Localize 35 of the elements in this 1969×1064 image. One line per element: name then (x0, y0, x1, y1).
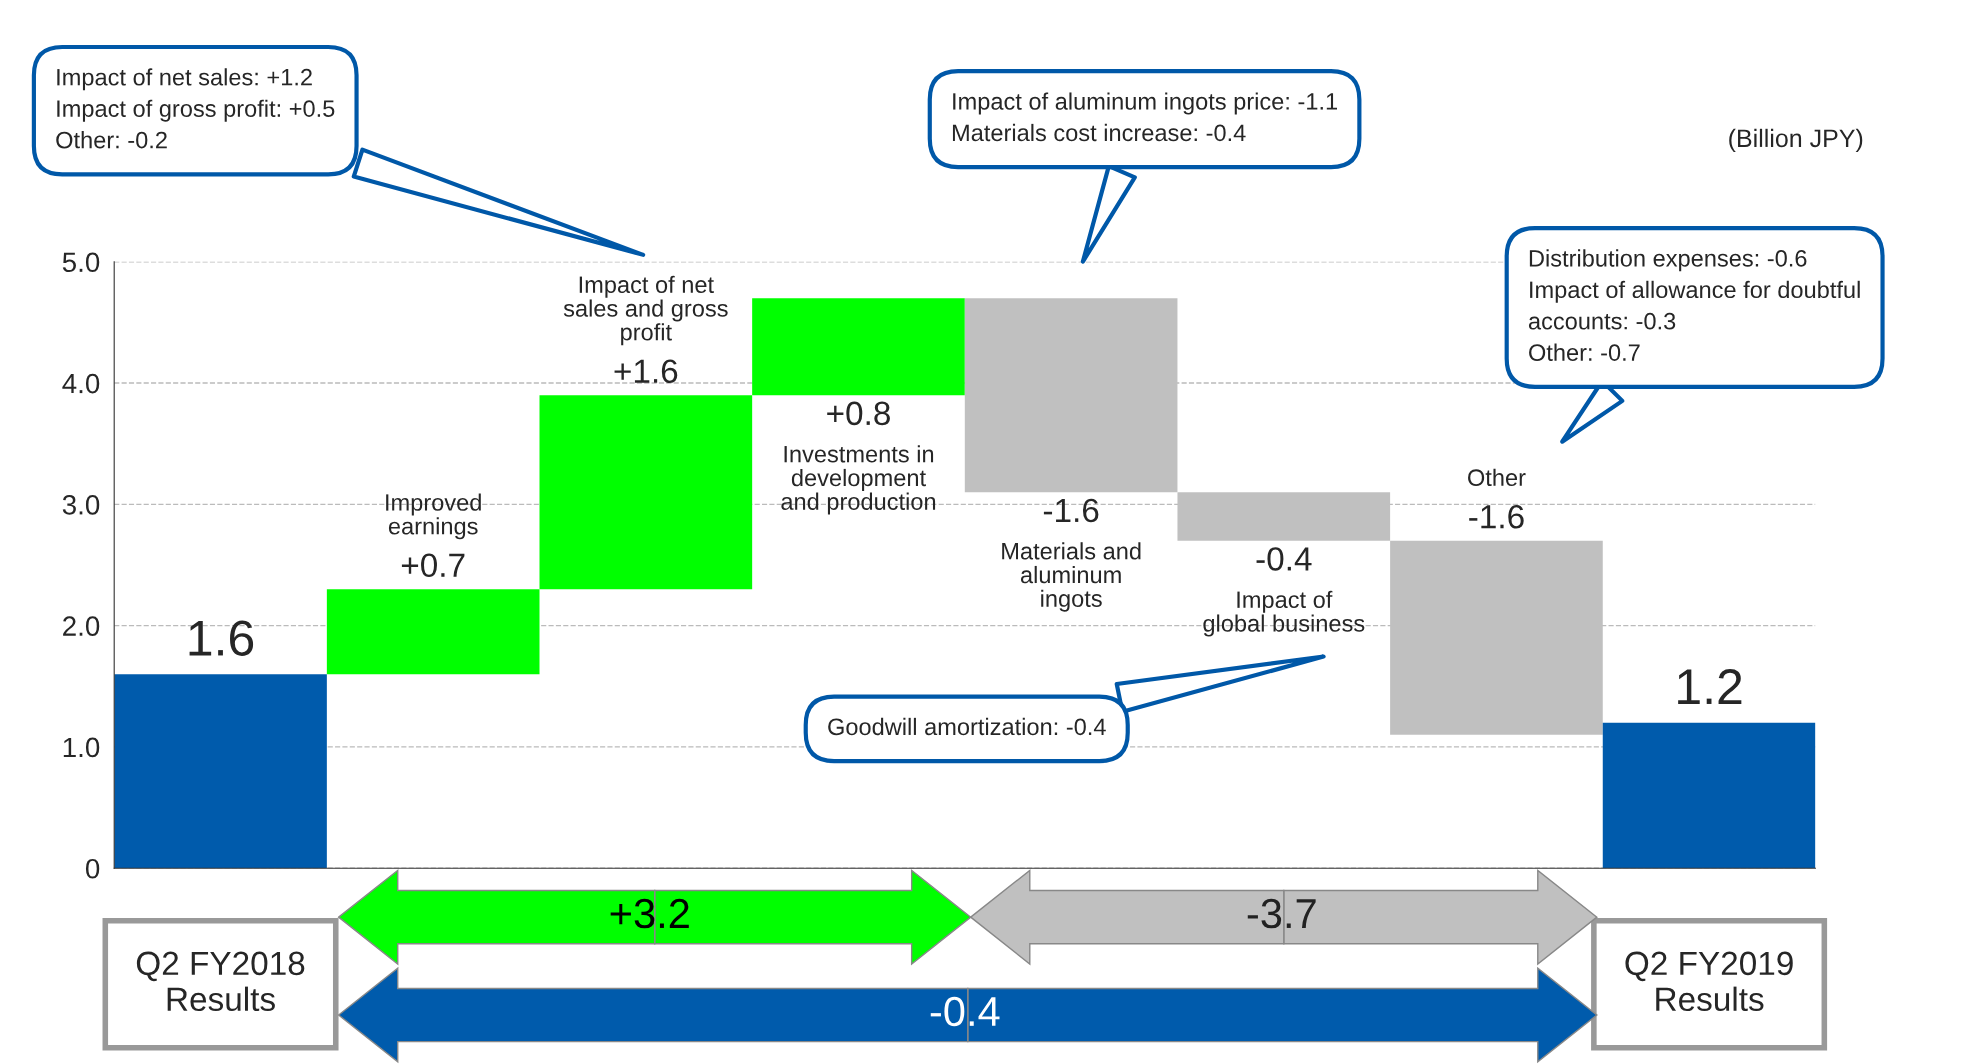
annotation: Goodwill amortization: -0.4 (828, 717, 1106, 736)
x-tick-label: Investments in development and production (781, 445, 936, 515)
data-label: +0.7 (401, 553, 465, 578)
data-label: +1.6 (614, 359, 678, 384)
y-tick-label: 4.0 (62, 373, 100, 394)
text: Impact of aluminum ingots price: -1.1 Materials cost increase: -0.4 (952, 92, 1337, 142)
x-tick-label: Q2 FY2019 Results (1625, 951, 1793, 1012)
x-tick-label: Q2 FY2018 Results (136, 951, 305, 1012)
data-label: 1.2 (1678, 669, 1742, 704)
x-tick-label: Materials and aluminum ingots (1002, 542, 1141, 612)
y-tick-label: 2.0 (63, 616, 100, 636)
data-label: 1.6 (189, 620, 254, 656)
data-label: -1.6 (1043, 498, 1099, 523)
bar (114, 674, 327, 869)
text: -3.7 (1247, 898, 1316, 929)
bar (539, 395, 753, 590)
x-tick-label: Improved earnings (386, 493, 481, 540)
data-label: -1.6 (1469, 504, 1524, 529)
x-tick-label: Impact of global business (1203, 590, 1365, 637)
x-tick-label: Other (1468, 468, 1526, 487)
annotation: Distribution expenses: -0.6 Impact of allowance for doubtful accounts: -0.3 Other: -0.7 (1528, 249, 1860, 361)
x-tick-label: Impact of net sales and gross profit (563, 275, 728, 346)
bar (326, 589, 540, 675)
y-tick-label: 5.0 (62, 252, 100, 273)
y-tick-label: 3.0 (62, 495, 100, 515)
text: (Billion JPY) (1729, 128, 1863, 153)
bar (1602, 722, 1816, 869)
text: Impact of net sales: +1.2 Impact of gross profit: +0.5 Other: -0.2 (56, 68, 335, 149)
y-tick-label: 0 (85, 858, 100, 879)
bar (752, 298, 965, 396)
data-label: +0.8 (827, 401, 890, 426)
text: +3.2 (610, 898, 689, 929)
data-label: -0.4 (1256, 547, 1312, 571)
text: -0.4 (930, 996, 1000, 1027)
y-tick-label: 1.0 (63, 737, 100, 758)
